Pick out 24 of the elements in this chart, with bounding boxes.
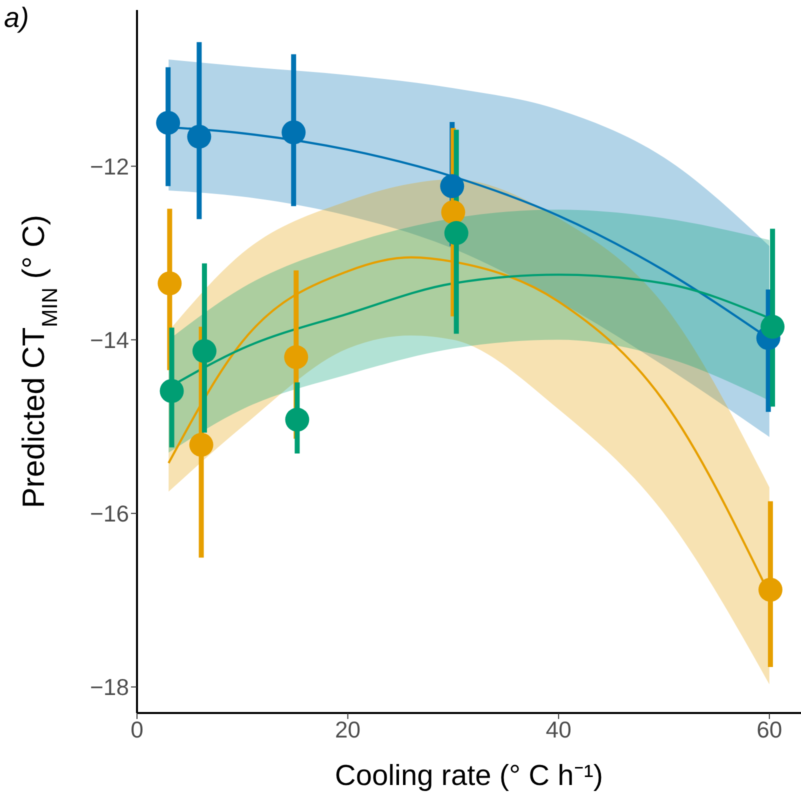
y-tick-label: −12 [90, 153, 129, 180]
point [285, 408, 310, 432]
x-tick-label: 20 [334, 716, 361, 742]
point [189, 432, 214, 457]
point [160, 379, 184, 404]
x-tick-label: 0 [130, 716, 144, 742]
point [441, 200, 466, 224]
point [760, 314, 785, 339]
point [758, 578, 782, 602]
x-axis-title: Cooling rate (° C h⁻¹) [334, 760, 604, 792]
point [187, 124, 212, 149]
point [156, 110, 180, 135]
x-tick-label: 40 [546, 716, 572, 742]
point [282, 120, 306, 144]
point [444, 221, 468, 246]
x-tick-label: 60 [756, 716, 782, 742]
point [284, 345, 308, 370]
y-tick-label: −16 [90, 500, 129, 527]
point [440, 174, 464, 198]
point [192, 339, 216, 364]
point [158, 271, 182, 296]
y-tick-label: −18 [90, 674, 129, 700]
text: a) [4, 2, 29, 34]
y-tick-label: −14 [90, 326, 130, 353]
